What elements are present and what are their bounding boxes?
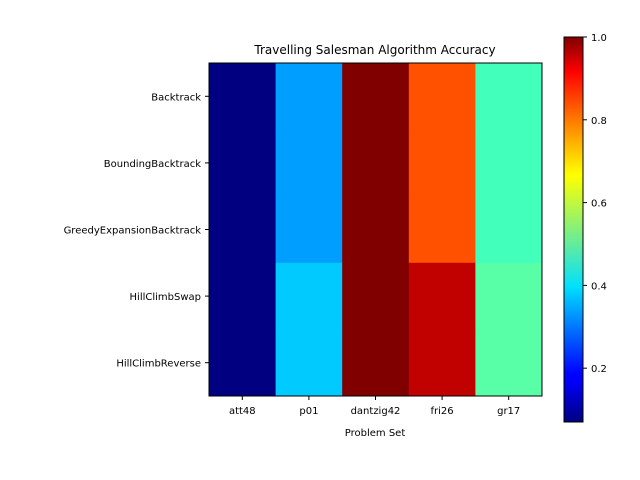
heatmap-cells [209,63,543,397]
heatmap-cell [209,196,277,264]
heatmap-cell [342,196,410,264]
heatmap-cell [209,262,277,330]
y-tick-label: GreedyExpansionBacktrack [64,226,202,237]
chart-title: Travelling Salesman Algorithm Accuracy [253,43,495,57]
colorbar-tick-label: 0.2 [591,364,607,375]
y-tick-label: HillClimbReverse [116,359,201,370]
heatmap-cell [475,129,543,197]
x-tick-label: att48 [229,406,256,417]
heatmap-cell [475,329,543,397]
x-tick-label: gr17 [497,406,520,417]
colorbar-tick-label: 0.4 [591,281,607,292]
heatmap-cell [408,262,476,330]
heatmap-cell [275,329,343,397]
heatmap-cell [408,329,476,397]
colorbar-gradient [563,36,584,423]
x-axis: att48 p01 dantzig42 fri26 gr17 [229,396,520,417]
heatmap-cell [342,329,410,397]
x-axis-label: Problem Set [345,428,406,439]
colorbar-tick-label: 0.8 [591,116,607,127]
heatmap-cell [342,63,410,131]
y-tick-label: Backtrack [151,92,201,103]
heatmap-cell [275,196,343,264]
heatmap-cell [475,63,543,131]
x-tick-label: dantzig42 [351,406,401,417]
heatmap-cell [342,129,410,197]
heatmap-cell [475,262,543,330]
colorbar-ticks: 0.2 0.4 0.6 0.8 1.0 [583,33,607,375]
y-tick-label: HillClimbSwap [130,292,201,303]
heatmap-cell [209,329,277,397]
colorbar-tick-label: 1.0 [591,33,607,44]
colorbar-tick-label: 0.6 [591,199,607,210]
x-tick-label: fri26 [431,406,454,417]
heatmap-cell [275,129,343,197]
heatmap-cell [475,196,543,264]
heatmap-cell [275,262,343,330]
heatmap-cell [408,63,476,131]
y-axis: Backtrack BoundingBacktrack GreedyExpansio… [64,92,209,370]
heatmap-cell [408,129,476,197]
heatmap-cell [275,63,343,131]
heatmap-cell [209,129,277,197]
heatmap-cell [209,63,277,131]
heatmap-cell [408,196,476,264]
x-tick-label: p01 [299,406,318,417]
y-tick-label: BoundingBacktrack [104,159,201,170]
colorbar: 0.2 0.4 0.6 0.8 1.0 [563,33,607,423]
heatmap-cell [342,262,410,330]
